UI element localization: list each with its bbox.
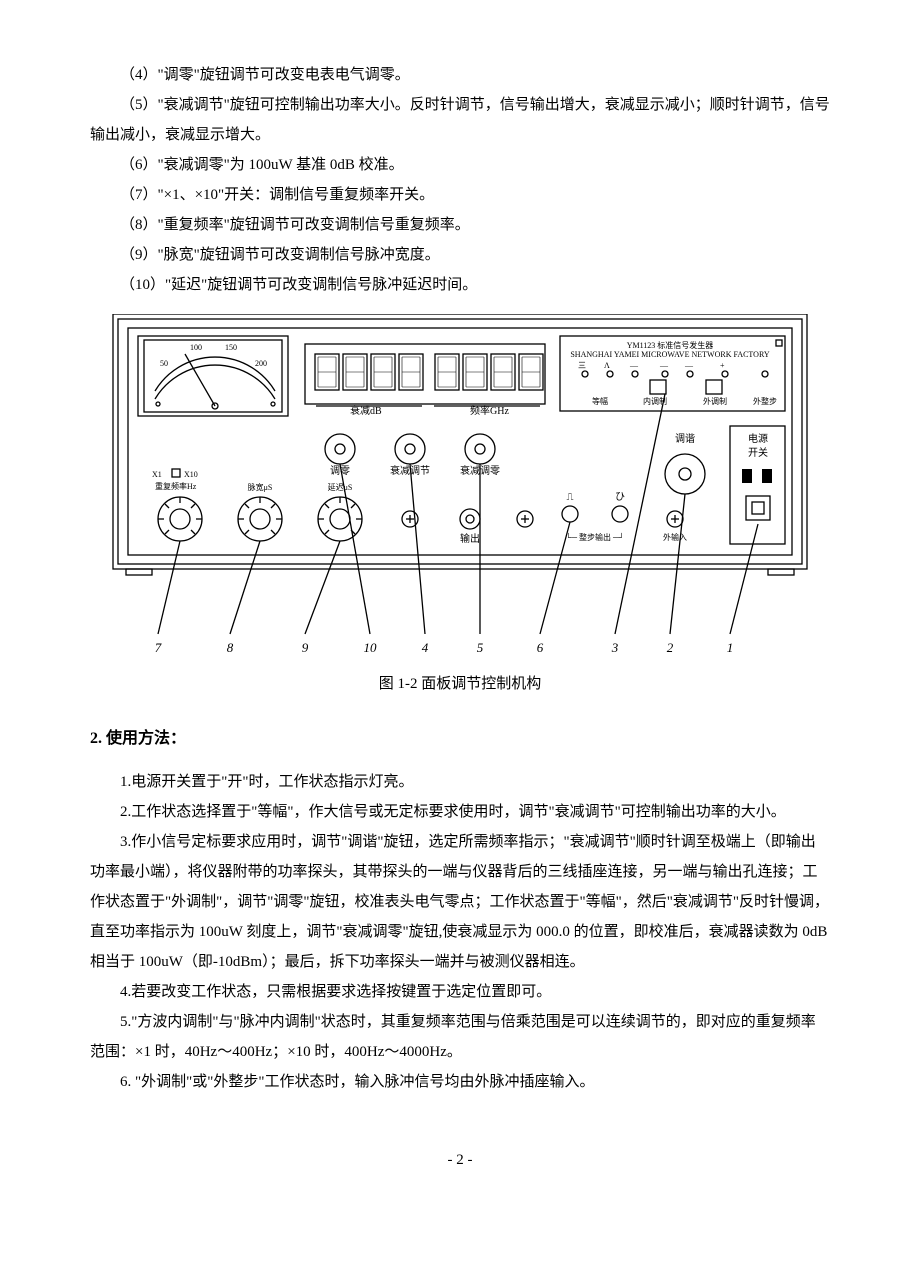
svg-text:6: 6 [537,640,544,655]
svg-text:50: 50 [160,359,168,368]
svg-text:—: — [684,361,694,370]
svg-text:—: — [659,361,669,370]
section-heading-usage: 2. 使用方法： [90,723,830,755]
svg-text:输出: 输出 [460,532,480,545]
page-number: - 2 - [90,1145,830,1175]
svg-text:9: 9 [302,640,309,655]
svg-text:开关: 开关 [748,446,768,459]
svg-text:8: 8 [227,640,234,655]
para-6: （6）"衰减调零"为 100uW 基准 0dB 校准。 [90,150,830,180]
usage-2: 2.工作状态选择置于"等幅"，作大信号或无定标要求使用时，调节"衰减调节"可控制… [90,797,830,827]
svg-text:X10: X10 [184,470,198,479]
svg-text:200: 200 [255,359,267,368]
svg-text:外调制: 外调制 [703,396,727,406]
svg-text:3: 3 [611,640,619,655]
svg-text:+: + [720,361,725,370]
svg-text:外整步: 外整步 [753,396,777,406]
usage-1: 1.电源开关置于"开"时，工作状态指示灯亮。 [90,767,830,797]
svg-text:SHANGHAI YAMEI MICROWAVE NETWO: SHANGHAI YAMEI MICROWAVE NETWORK FACTORY [570,350,769,359]
panel-diagram: .l{stroke:#000;stroke-width:1.3;fill:non… [110,314,810,659]
para-8: （8）"重复频率"旋钮调节可改变调制信号重复频率。 [90,210,830,240]
figure-panel: .l{stroke:#000;stroke-width:1.3;fill:non… [90,314,830,659]
para-7: （7）"×1、×10"开关：调制信号重复频率开关。 [90,180,830,210]
svg-text:5: 5 [477,640,484,655]
svg-text:电源: 电源 [748,432,768,445]
svg-text:—: — [629,361,639,370]
usage-3: 3.作小信号定标要求应用时，调节"调谐"旋钮，选定所需频率指示；"衰减调节"顺时… [90,827,830,977]
svg-text:100: 100 [190,343,202,352]
svg-text:└─ 整步输出 ─┘: └─ 整步输出 ─┘ [566,532,625,542]
svg-text:10: 10 [364,640,378,655]
svg-text:X1: X1 [152,470,162,479]
para-5: （5）"衰减调节"旋钮可控制输出功率大小。反时针调节，信号输出增大，衰减显示减小… [90,90,830,150]
svg-text:4: 4 [422,640,429,655]
svg-text:YM1123 标准信号发生器: YM1123 标准信号发生器 [627,340,714,350]
para-4: （4）"调零"旋钮调节可改变电表电气调零。 [90,60,830,90]
para-10: （10）"延迟"旋钮调节可改变调制信号脉冲延迟时间。 [90,270,830,300]
usage-6: 6. "外调制"或"外整步"工作状态时，输入脉冲信号均由外脉冲插座输入。 [90,1067,830,1097]
svg-text:7: 7 [155,640,162,655]
svg-text:延迟μS: 延迟μS [328,482,353,492]
figure-caption: 图 1-2 面板调节控制机构 [90,669,830,699]
svg-text:ひ: ひ [615,492,625,503]
usage-5: 5."方波内调制"与"脉冲内调制"状态时，其重复频率范围与倍乘范围是可以连续调节… [90,1007,830,1067]
svg-text:调谐: 调谐 [675,433,695,445]
svg-text:三: 三 [578,361,586,370]
svg-text:等幅: 等幅 [592,396,608,406]
svg-text:Λ: Λ [604,361,610,370]
svg-text:⎍: ⎍ [567,492,574,503]
svg-text:1: 1 [727,640,734,655]
svg-text:150: 150 [225,343,237,352]
svg-text:2: 2 [667,640,674,655]
svg-text:重复频率Hz: 重复频率Hz [155,481,197,491]
svg-text:脉宽μS: 脉宽μS [248,482,273,492]
para-9: （9）"脉宽"旋钮调节可改变调制信号脉冲宽度。 [90,240,830,270]
usage-4: 4.若要改变工作状态，只需根据要求选择按键置于选定位置即可。 [90,977,830,1007]
svg-text:外输入: 外输入 [663,532,687,542]
